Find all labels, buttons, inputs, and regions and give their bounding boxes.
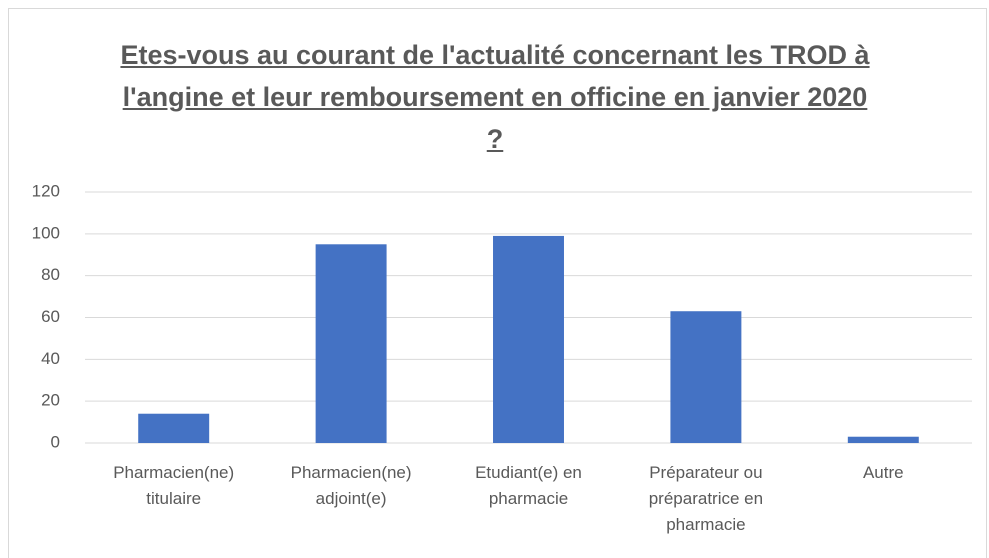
bar: [493, 235, 564, 443]
y-tick-label: 80: [41, 265, 60, 284]
bar: [847, 436, 919, 443]
chart-frame: [8, 8, 987, 558]
y-tick-label: 60: [41, 307, 60, 326]
bar: [670, 311, 742, 443]
y-tick-label: 100: [32, 223, 60, 242]
bar: [138, 413, 210, 443]
x-tick-label: Etudiant(e) en pharmacie: [475, 463, 582, 508]
x-tick-label: Préparateur ou préparatrice en pharmacie: [648, 463, 764, 534]
x-tick-label: Pharmacien(ne) adjoint(e): [290, 463, 412, 508]
chart-title: Etes-vous au courant de l'actualité conc…: [120, 40, 870, 154]
x-tick-label: Autre: [862, 463, 904, 482]
y-tick-label: 40: [41, 349, 60, 368]
y-tick-label: 0: [51, 432, 60, 451]
x-tick-label: Pharmacien(ne) titulaire: [113, 463, 235, 508]
y-tick-label: 120: [32, 181, 60, 200]
y-tick-label: 20: [41, 391, 60, 410]
bar: [315, 244, 387, 443]
